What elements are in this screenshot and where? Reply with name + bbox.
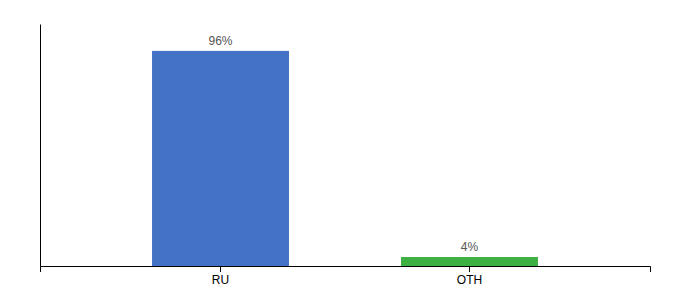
bars	[152, 51, 538, 266]
y-axis-line	[40, 25, 41, 267]
data-label: 96%	[208, 34, 232, 48]
x-tick: OTH	[457, 266, 482, 287]
x-tick-mark	[469, 266, 470, 272]
bar	[152, 51, 289, 266]
x-tick-mark	[220, 266, 221, 272]
x-axis: RU OTH	[41, 266, 651, 287]
chart-svg: RU OTH 96% 4%	[0, 0, 680, 300]
plot-area: RU OTH 96% 4%	[41, 25, 651, 287]
x-axis-line	[41, 267, 651, 273]
x-tick: RU	[212, 266, 229, 287]
data-label: 4%	[461, 240, 479, 254]
bar	[401, 257, 538, 266]
chart-container: RU OTH 96% 4%	[0, 0, 680, 300]
x-tick-label: RU	[212, 273, 229, 287]
x-tick-label: OTH	[457, 273, 482, 287]
y-axis	[40, 25, 41, 267]
data-labels: 96% 4%	[208, 34, 478, 254]
